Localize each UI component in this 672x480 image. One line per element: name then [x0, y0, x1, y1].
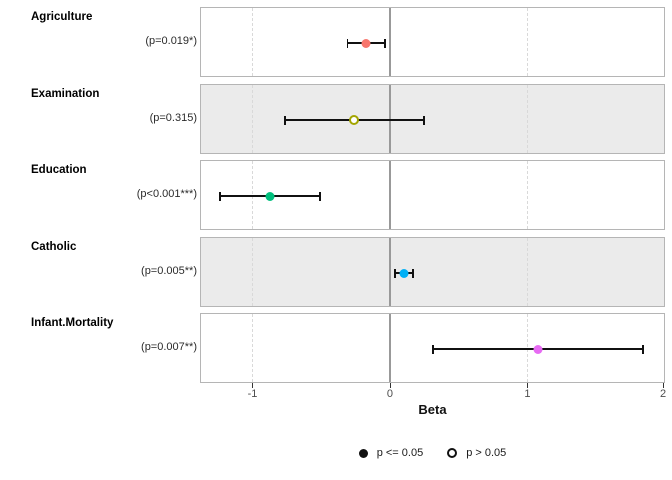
plot-panel — [200, 313, 665, 383]
zero-reference-line — [389, 238, 391, 306]
axis-tick-label: 2 — [659, 388, 667, 400]
pvalue-label: (p<0.001***) — [136, 188, 197, 200]
estimate-point — [533, 344, 543, 354]
plot-panel — [200, 237, 665, 307]
variable-label: Agriculture — [31, 11, 93, 23]
forest-row-examination: Examination (p=0.315) — [0, 84, 672, 154]
open-dot-icon — [447, 448, 458, 458]
estimate-point — [265, 191, 275, 201]
legend-item-significant: p <= 0.05 — [358, 447, 424, 459]
plot-panel — [200, 84, 665, 154]
variable-label: Infant.Mortality — [31, 317, 114, 329]
legend-label: p <= 0.05 — [376, 447, 424, 459]
legend: p <= 0.05 p > 0.05 — [200, 444, 665, 462]
gridline-dashed — [252, 314, 254, 382]
legend-item-not-significant: p > 0.05 — [447, 447, 506, 459]
pvalue-label: (p=0.019*) — [145, 35, 197, 47]
estimate-point — [349, 115, 360, 125]
zero-reference-line — [389, 85, 391, 153]
zero-reference-line — [389, 161, 391, 229]
axis-tick — [252, 383, 254, 388]
forest-row-infant-mortality: Infant.Mortality (p=0.007**) — [0, 313, 672, 383]
gridline-dashed — [527, 314, 529, 382]
axis-tick-label: 1 — [524, 388, 531, 400]
pvalue-label: (p=0.315) — [149, 112, 197, 124]
axis-tick — [389, 383, 391, 388]
plot-panel — [200, 7, 665, 77]
axis-tick-label: -1 — [247, 388, 258, 400]
forest-row-catholic: Catholic (p=0.005**) — [0, 237, 672, 307]
estimate-point — [399, 268, 409, 278]
gridline-dashed — [527, 8, 529, 76]
gridline-dashed — [527, 161, 529, 229]
gridline-dashed — [252, 85, 254, 153]
forest-row-agriculture: Agriculture (p=0.019*) — [0, 7, 672, 77]
gridline-dashed — [527, 85, 529, 153]
pvalue-label: (p=0.007**) — [141, 341, 197, 353]
variable-label: Catholic — [31, 241, 77, 253]
estimate-point — [361, 38, 371, 48]
forest-row-education: Education (p<0.001***) — [0, 160, 672, 230]
x-axis-title: Beta — [418, 402, 447, 417]
gridline-dashed — [252, 161, 254, 229]
gridline-dashed — [252, 238, 254, 306]
axis-tick — [527, 383, 529, 388]
pvalue-label: (p=0.005**) — [141, 265, 197, 277]
zero-reference-line — [389, 314, 391, 382]
filled-dot-icon — [358, 448, 368, 458]
axis-tick-label: 0 — [386, 388, 393, 400]
variable-label: Examination — [31, 88, 100, 100]
zero-reference-line — [389, 8, 391, 76]
axis-tick — [663, 383, 664, 388]
gridline-dashed — [252, 8, 254, 76]
gridline-dashed — [527, 238, 529, 306]
plot-panel — [200, 160, 665, 230]
legend-label: p > 0.05 — [466, 447, 507, 459]
variable-label: Education — [31, 164, 87, 176]
